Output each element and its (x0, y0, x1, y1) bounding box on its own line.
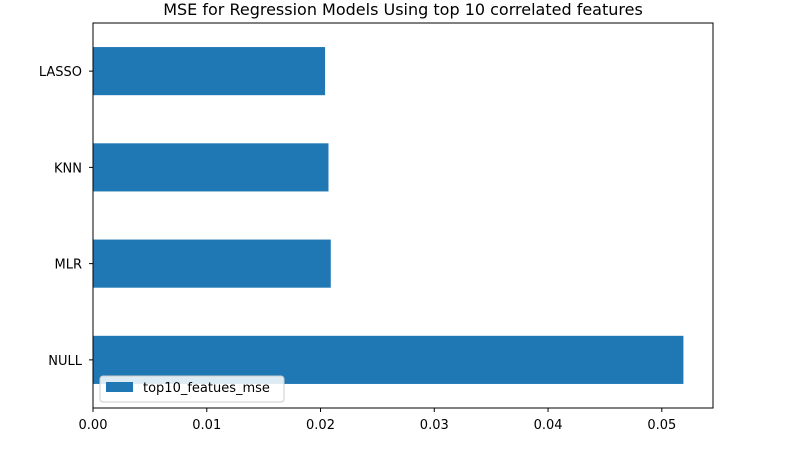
legend-label: top10_featues_mse (143, 381, 270, 396)
plot-frame (92, 22, 714, 409)
bars-group (93, 47, 684, 384)
y-axis-ticks: NULL MLR KNN LASSO (39, 65, 93, 369)
x-tick-label: 0.00 (79, 418, 108, 433)
y-tick-label: NULL (48, 354, 82, 369)
x-tick-label: 0.02 (306, 418, 335, 433)
bar-mlr (93, 239, 331, 288)
y-tick-label: MLR (55, 258, 83, 273)
legend: top10_featues_mse (99, 375, 285, 403)
x-axis-ticks: 0.00 0.01 0.02 0.03 0.04 0.05 (79, 408, 676, 433)
y-tick-label: KNN (54, 161, 82, 176)
y-tick-label: LASSO (39, 65, 82, 80)
x-tick-label: 0.03 (420, 418, 449, 433)
x-tick-label: 0.01 (192, 418, 221, 433)
bar-knn (93, 143, 329, 192)
legend-box (99, 375, 285, 403)
chart-title: MSE for Regression Models Using top 10 c… (163, 0, 643, 19)
x-tick-label: 0.04 (534, 418, 563, 433)
legend-swatch (106, 382, 133, 392)
x-tick-label: 0.05 (647, 418, 676, 433)
bar-lasso (93, 47, 326, 96)
